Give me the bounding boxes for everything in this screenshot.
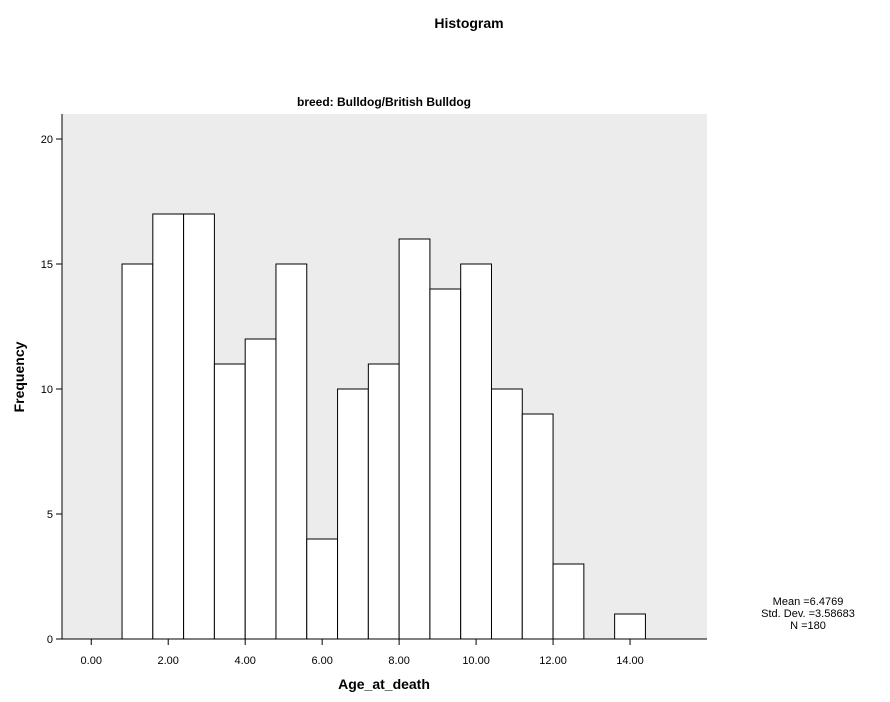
stat-std-dev: Std. Dev. =3.58683	[761, 608, 855, 620]
stat-mean: Mean =6.4769	[772, 596, 844, 608]
histogram-bar	[490, 388, 523, 640]
y-tick-label: 10	[41, 384, 53, 396]
histogram-bar	[367, 363, 400, 640]
x-tick-label: 4.00	[234, 655, 255, 667]
x-tick-label: 0.00	[81, 655, 102, 667]
histogram-bar	[337, 388, 369, 640]
x-tick-label: 2.00	[158, 655, 179, 667]
y-ticks-group: 0 5 10 15 20	[41, 134, 62, 646]
y-tick-label: 20	[41, 134, 53, 146]
histogram-bar	[213, 363, 246, 640]
x-tick-label: 14.00	[616, 655, 644, 667]
histogram-bar	[183, 213, 215, 640]
bars-group	[121, 213, 646, 640]
y-tick-label: 15	[41, 259, 53, 271]
x-tick-label: 8.00	[388, 655, 409, 667]
x-axis-label: Age_at_death	[338, 676, 430, 692]
x-tick-label: 6.00	[311, 655, 332, 667]
x-tick-label: 10.00	[462, 655, 490, 667]
histogram-bar	[614, 613, 646, 640]
histogram-bar	[552, 563, 585, 640]
histogram-bar	[121, 263, 154, 640]
stat-n: N =180	[790, 620, 826, 632]
histogram-bar	[521, 413, 554, 640]
statistics-legend: Mean =6.4769 Std. Dev. =3.58683 N =180	[738, 596, 878, 632]
chart-subtitle: breed: Bulldog/British Bulldog	[297, 95, 471, 109]
y-axis-label: Frequency	[11, 341, 27, 412]
histogram-bar	[460, 263, 492, 640]
chart-title: Histogram	[434, 15, 503, 31]
x-tick-label: 12.00	[539, 655, 567, 667]
histogram-bar	[398, 238, 431, 640]
histogram-bar	[429, 288, 462, 640]
histogram-bar	[152, 213, 185, 640]
histogram-bar	[275, 263, 308, 640]
histogram-bar	[244, 338, 277, 640]
y-tick-label: 0	[47, 634, 53, 646]
x-ticks-group: 0.00 2.00 4.00 6.00 8.00 10.00 12.00 14.00	[81, 639, 644, 667]
y-tick-label: 5	[47, 509, 53, 521]
histogram-bar	[306, 538, 339, 640]
